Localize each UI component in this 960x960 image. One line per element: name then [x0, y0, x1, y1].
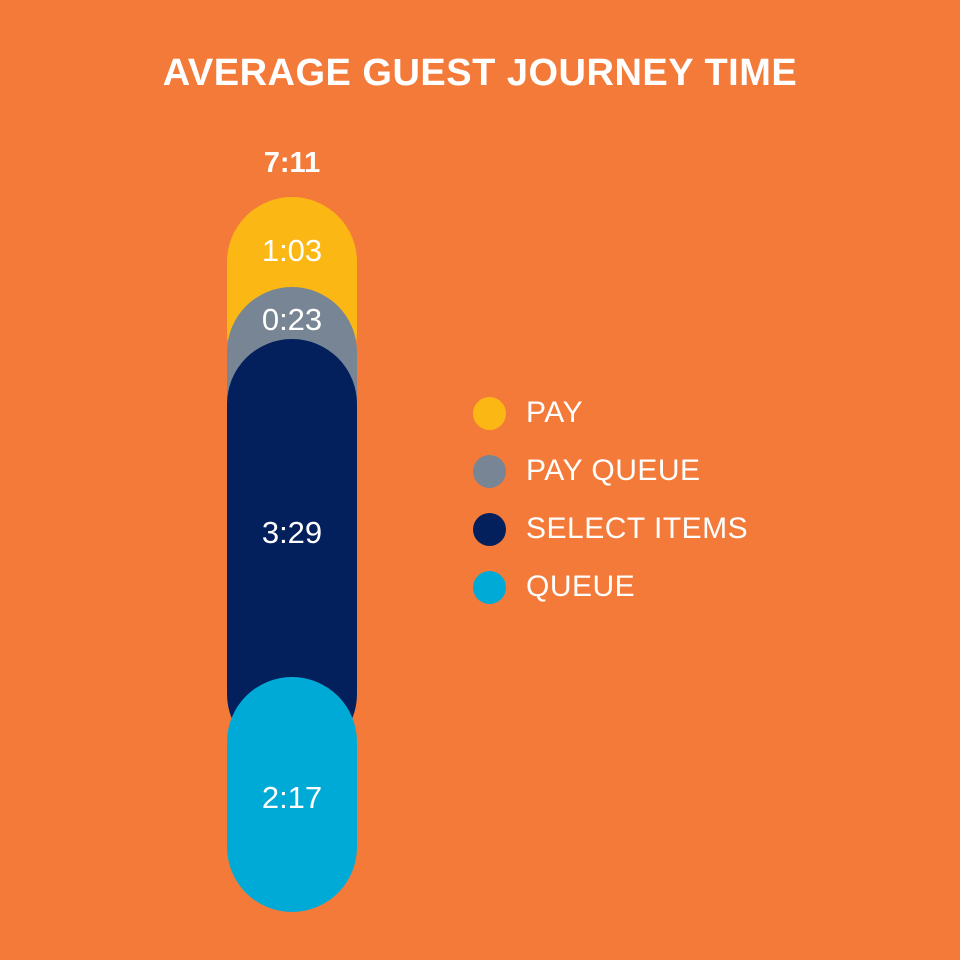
legend-label: SELECT ITEMS: [526, 512, 749, 545]
legend-dot-icon: [473, 396, 506, 430]
legend-dot-icon: [473, 570, 506, 604]
segment-queue: 2:17: [227, 677, 357, 912]
segment-queue-value: 2:17: [261, 780, 323, 815]
segment-select-items-value: 3:29: [261, 515, 323, 550]
segment-pay-value: 1:03: [261, 233, 323, 268]
legend-label: PAY QUEUE: [526, 454, 701, 487]
legend-item-pay-queue: PAY QUEUE: [473, 442, 748, 500]
legend: PAY PAY QUEUE SELECT ITEMS QUEUE: [473, 384, 748, 616]
legend-dot-icon: [473, 512, 506, 546]
legend-label: PAY: [526, 396, 584, 429]
total-time-label: 7:11: [263, 147, 321, 179]
segment-pay-queue-value: 0:23: [261, 302, 323, 337]
legend-item-queue: QUEUE: [473, 558, 748, 616]
legend-item-pay: PAY: [473, 384, 748, 442]
legend-label: QUEUE: [526, 570, 636, 603]
legend-dot-icon: [473, 454, 506, 488]
legend-item-select-items: SELECT ITEMS: [473, 500, 748, 558]
chart-title: AVERAGE GUEST JOURNEY TIME: [162, 52, 798, 94]
